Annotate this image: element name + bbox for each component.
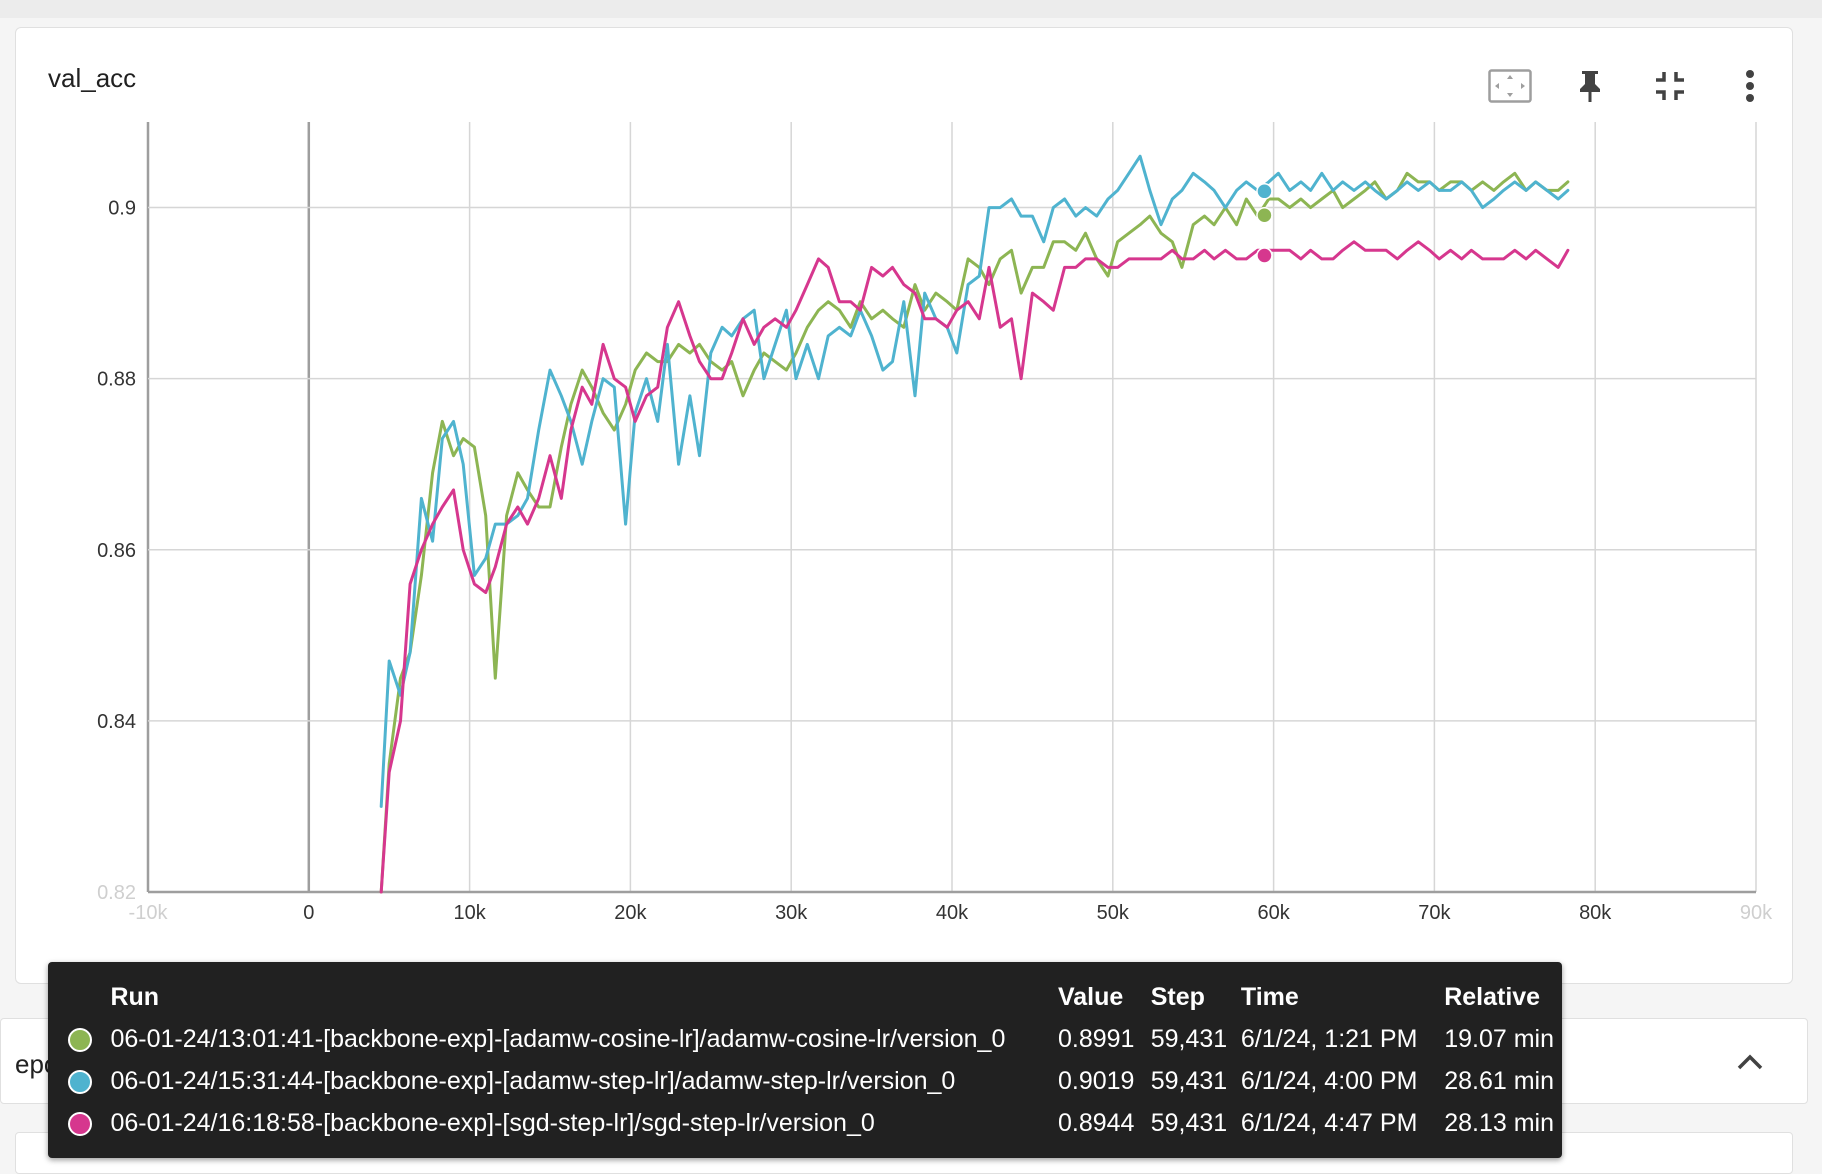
run-color-swatch: [68, 1027, 92, 1052]
x-tick-label: 50k: [1097, 902, 1130, 924]
run-value: 0.8944: [1057, 1108, 1135, 1137]
x-tick-label: 90k: [1740, 902, 1773, 924]
y-tick-label: 0.86: [97, 540, 136, 562]
x-tick-label: -10k: [129, 902, 169, 924]
hover-point: [1256, 207, 1273, 224]
run-name: 06-01-24/13:01:41-[backbone-exp]-[adamw-…: [110, 1024, 1006, 1053]
run-value: 0.9019: [1057, 1066, 1135, 1095]
run-relative: 28.61 min: [1444, 1066, 1554, 1095]
x-tick-label: 30k: [775, 902, 808, 924]
tooltip-header-run: Run: [110, 982, 160, 1011]
series-line-1: [379, 154, 1570, 808]
run-name: 06-01-24/16:18:58-[backbone-exp]-[sgd-st…: [110, 1108, 875, 1137]
tooltip-header-relative: Relative: [1444, 982, 1541, 1011]
y-tick-label: 0.84: [97, 711, 136, 733]
run-step: 59,431: [1150, 1108, 1228, 1137]
run-time: 6/1/24, 4:00 PM: [1240, 1066, 1418, 1095]
run-time: 6/1/24, 1:21 PM: [1240, 1024, 1418, 1053]
swatch-cell: [62, 1018, 110, 1060]
hover-point: [1256, 247, 1273, 264]
x-tick-label: 10k: [453, 902, 486, 924]
hover-point: [1256, 183, 1273, 200]
run-color-swatch: [68, 1069, 92, 1094]
run-time: 6/1/24, 4:47 PM: [1240, 1108, 1418, 1137]
more-options-button[interactable]: [1728, 64, 1772, 108]
fit-domain-button[interactable]: [1488, 64, 1532, 108]
chevron-up-icon[interactable]: [1733, 1045, 1767, 1079]
tooltip-row: 06-01-24/15:31:44-[backbone-exp]-[adamw-…: [62, 1060, 1562, 1102]
run-relative: 19.07 min: [1444, 1024, 1554, 1053]
pin-icon: [1580, 71, 1600, 102]
run-name: 06-01-24/15:31:44-[backbone-exp]-[adamw-…: [110, 1066, 956, 1095]
x-tick-label: 40k: [936, 902, 969, 924]
chart-toolbar: [1488, 64, 1772, 108]
y-tick-label: 0.9: [108, 198, 136, 220]
collapse-icon: [1656, 72, 1684, 100]
tooltip-header-step: Step: [1150, 982, 1205, 1011]
y-tick-label: 0.88: [97, 369, 136, 391]
fit-domain-icon: [1488, 69, 1532, 103]
y-tick-label: 0.82: [97, 882, 136, 904]
run-value: 0.8991: [1057, 1024, 1135, 1053]
tooltip-header-row: Run Value Step Time Relative: [62, 976, 1562, 1018]
hover-tooltip: Run Value Step Time Relative 06-01-24/13…: [48, 962, 1562, 1158]
x-tick-label: 80k: [1579, 902, 1612, 924]
x-tick-label: 60k: [1257, 902, 1290, 924]
tooltip-header-time: Time: [1240, 982, 1299, 1011]
series-line-2: [379, 240, 1570, 894]
tooltip-table: Run Value Step Time Relative 06-01-24/13…: [62, 976, 1562, 1144]
line-chart[interactable]: -10k 0 10k 20k 30k 40k 50k 60k 70k 80k 90k 0.82 0.84…: [0, 0, 1822, 960]
collapse-button[interactable]: [1648, 64, 1692, 108]
x-tick-label: 20k: [614, 902, 647, 924]
swatch-cell: [62, 1102, 110, 1144]
swatch-cell: [62, 1060, 110, 1102]
run-relative: 28.13 min: [1444, 1108, 1554, 1137]
pin-button[interactable]: [1568, 64, 1612, 108]
chart-title: val_acc: [48, 63, 137, 93]
tooltip-header-value: Value: [1057, 982, 1124, 1011]
run-color-swatch: [68, 1111, 92, 1136]
more-vert-icon: [1746, 70, 1754, 102]
tooltip-row: 06-01-24/13:01:41-[backbone-exp]-[adamw-…: [62, 1018, 1562, 1060]
tooltip-row: 06-01-24/16:18:58-[backbone-exp]-[sgd-st…: [62, 1102, 1562, 1144]
x-tick-label: 0: [303, 902, 314, 924]
x-tick-label: 70k: [1418, 902, 1451, 924]
run-step: 59,431: [1150, 1066, 1228, 1095]
tooltip-swatch-header: [62, 976, 110, 1018]
top-bar: [0, 0, 1822, 18]
run-step: 59,431: [1150, 1024, 1228, 1053]
